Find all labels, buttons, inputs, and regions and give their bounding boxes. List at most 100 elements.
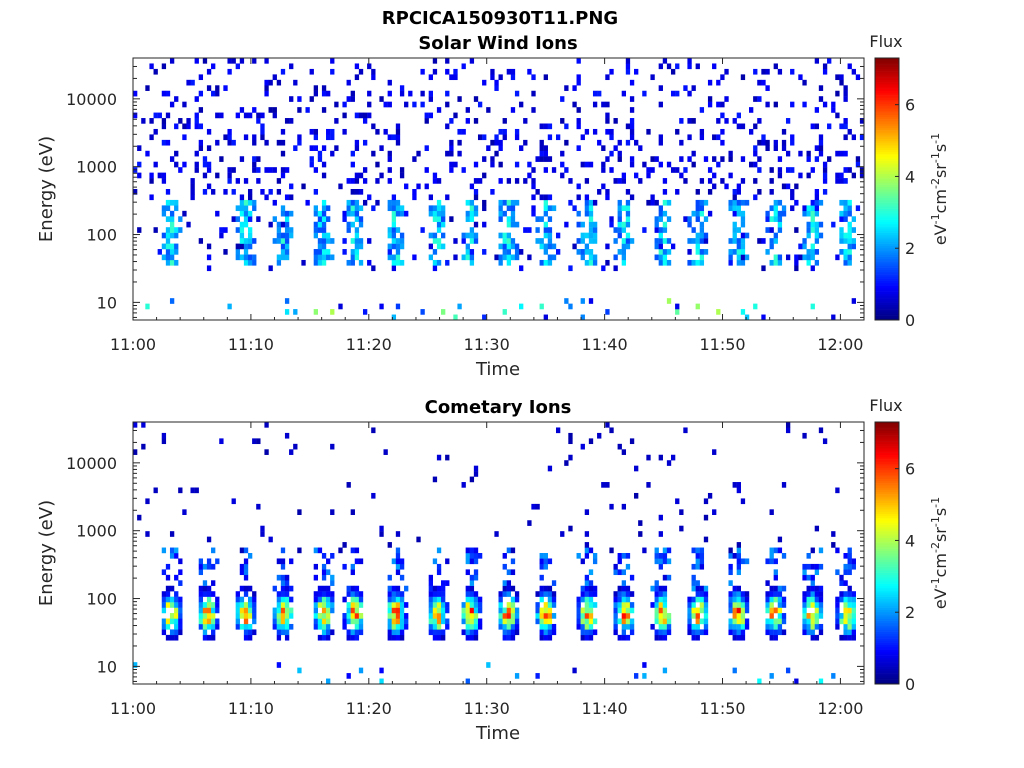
colorbar-step <box>875 287 899 290</box>
heatmap-cell <box>728 238 733 244</box>
colorbar-tick-label: 6 <box>905 96 915 115</box>
heatmap-cell <box>835 602 840 608</box>
heatmap-cell <box>662 259 668 266</box>
heatmap-cell <box>387 607 392 614</box>
heatmap-cell <box>502 243 507 250</box>
heatmap-cell <box>736 623 741 630</box>
heatmap-cell <box>510 585 516 592</box>
heatmap-cell <box>358 243 364 250</box>
heatmap-cell <box>272 613 277 619</box>
heatmap-cell <box>539 623 544 630</box>
heatmap-cell <box>728 563 733 570</box>
heatmap-cell <box>399 85 405 91</box>
heatmap-cell <box>432 259 438 266</box>
heatmap-cell <box>843 178 848 184</box>
heatmap-cell <box>354 596 360 603</box>
heatmap-cell <box>391 629 397 636</box>
heatmap-cell <box>642 90 647 97</box>
heatmap-cell <box>564 139 569 146</box>
heatmap-cell <box>379 303 384 310</box>
heatmap-cell <box>658 259 663 266</box>
colorbar-step <box>875 313 899 316</box>
colorbar-step <box>875 151 899 155</box>
heatmap-cell <box>346 482 351 488</box>
heatmap-cell <box>441 205 446 212</box>
colorbar-step <box>875 607 899 611</box>
heatmap-cell <box>256 112 261 119</box>
heatmap-cell <box>165 259 171 266</box>
heatmap-cell <box>169 58 175 64</box>
heatmap-cell <box>317 216 323 222</box>
heatmap-cell <box>330 68 335 75</box>
heatmap-cell <box>482 205 487 212</box>
heatmap-cell <box>617 205 622 212</box>
heatmap-cell <box>498 254 503 261</box>
heatmap-cell <box>342 216 347 222</box>
heatmap-cell <box>297 139 302 146</box>
heatmap-cell <box>728 547 733 554</box>
x-tick-label: 11:50 <box>699 699 745 718</box>
heatmap-cell <box>777 596 783 603</box>
heatmap-cell <box>178 629 183 636</box>
heatmap-cell <box>695 563 700 570</box>
heatmap-cell <box>658 232 663 239</box>
heatmap-cell <box>814 259 820 266</box>
heatmap-cell <box>654 591 659 597</box>
heatmap-cell <box>165 574 171 581</box>
heatmap-cell <box>744 199 750 206</box>
heatmap-cell <box>202 161 208 168</box>
heatmap-cell <box>247 238 253 244</box>
heatmap-cell <box>773 238 778 244</box>
heatmap-cell <box>588 249 594 255</box>
heatmap-cell <box>510 618 516 625</box>
colorbar-step <box>875 577 899 580</box>
heatmap-cell <box>346 205 351 212</box>
heatmap-cell <box>346 210 351 217</box>
heatmap-cell <box>625 199 631 206</box>
heatmap-cell <box>728 205 733 212</box>
heatmap-cell <box>494 134 499 141</box>
colorbar-step <box>875 513 899 517</box>
heatmap-cell <box>716 79 721 86</box>
heatmap-cell <box>695 216 700 222</box>
heatmap-cell <box>625 634 631 641</box>
colorbar-step <box>875 542 899 545</box>
heatmap-cell <box>605 128 610 135</box>
colorbar-step <box>875 280 899 284</box>
heatmap-cell <box>662 547 668 554</box>
heatmap-cell <box>391 216 397 222</box>
heatmap-cell <box>498 232 503 239</box>
heatmap-cell <box>773 574 778 581</box>
heatmap-cell <box>428 232 433 239</box>
heatmap-cell <box>810 623 815 630</box>
heatmap-cell <box>662 574 668 581</box>
heatmap-cell <box>182 101 187 108</box>
heatmap-cell <box>740 558 746 565</box>
x-tick-label: 11:00 <box>110 699 156 718</box>
heatmap-cell <box>473 613 479 619</box>
heatmap-cell <box>293 443 298 450</box>
heatmap-cell <box>592 232 598 239</box>
heatmap-cell <box>818 629 824 636</box>
heatmap-cell <box>744 623 750 630</box>
heatmap-cell <box>588 161 594 168</box>
heatmap-cell <box>239 596 245 603</box>
heatmap-cell <box>395 629 401 636</box>
heatmap-cell <box>161 591 167 597</box>
heatmap-cell <box>695 210 700 217</box>
heatmap-cell <box>321 569 327 576</box>
heatmap-cell <box>165 618 171 625</box>
heatmap-cell <box>428 96 433 102</box>
heatmap-cell <box>514 178 520 184</box>
heatmap-cell <box>326 254 331 261</box>
heatmap-cell <box>547 596 553 603</box>
heatmap-cell <box>576 618 581 625</box>
heatmap-cell <box>843 167 848 173</box>
heatmap-cell <box>153 161 158 168</box>
heatmap-cell <box>477 623 483 630</box>
heatmap-cell <box>161 178 167 184</box>
heatmap-cell <box>592 585 598 592</box>
colorbar-step <box>875 243 899 247</box>
heatmap-cell <box>736 254 741 261</box>
heatmap-cell <box>465 634 470 641</box>
